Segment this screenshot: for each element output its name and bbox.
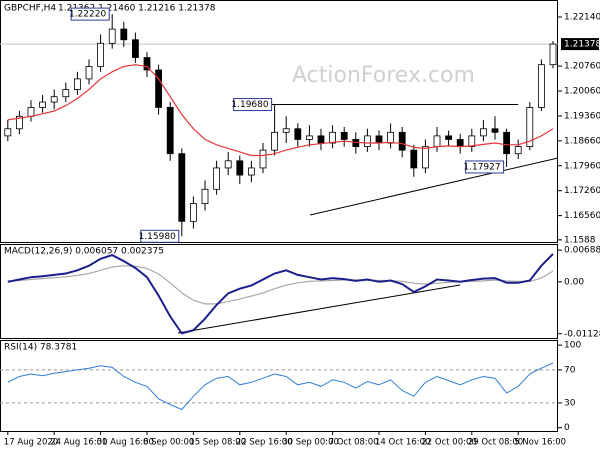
y-tick-label: 100 bbox=[564, 341, 581, 351]
candle-body bbox=[85, 66, 93, 80]
watermark: ActionForex.com bbox=[292, 63, 475, 88]
x-tick-label: 14 Oct 16:00 bbox=[375, 438, 430, 448]
annotation-box bbox=[70, 7, 110, 21]
candle-body bbox=[178, 153, 186, 222]
candle-body bbox=[538, 64, 545, 108]
candle-body bbox=[39, 101, 46, 108]
macd-pane bbox=[0, 244, 558, 339]
candle-body bbox=[468, 135, 476, 147]
candle-body bbox=[74, 78, 81, 90]
y-tick-label: 70 bbox=[564, 365, 576, 375]
annotation-box bbox=[233, 98, 273, 112]
candle-body bbox=[259, 149, 267, 169]
y-tick-label: 0 bbox=[564, 423, 570, 433]
x-tick-label: 15 Sep 08:00 bbox=[189, 438, 246, 448]
x-tick-label: 30 Sep 00:00 bbox=[282, 438, 339, 448]
x-tick-label: 5 Nov 16:00 bbox=[514, 438, 566, 448]
symbol: GBPCHF,H4 bbox=[4, 4, 56, 14]
candle-body bbox=[201, 188, 209, 204]
ohlc-header: 1.21362 1.21460 1.21216 1.21378 bbox=[58, 4, 216, 14]
y-tick-label: 1.17960 bbox=[564, 161, 600, 171]
candle-body bbox=[375, 135, 383, 144]
y-tick-label: 1.18660 bbox=[564, 136, 600, 146]
macd-title: MACD(12,26,9) 0.006057 0.002375 bbox=[4, 247, 164, 257]
y-tick-label: 1.1588 bbox=[564, 235, 596, 245]
x-tick-label: 7 Oct 08:00 bbox=[329, 438, 379, 448]
candle-body bbox=[189, 203, 197, 222]
annotation-label: 1.15980 bbox=[139, 232, 176, 242]
candle-body bbox=[479, 128, 487, 137]
x-tick-label: 31 Aug 16:00 bbox=[97, 438, 154, 448]
x-tick-label: 24 Aug 16:00 bbox=[50, 438, 107, 448]
annotation-label: 1.22220 bbox=[69, 10, 106, 20]
candle-body bbox=[526, 107, 534, 147]
candle-body bbox=[421, 146, 429, 169]
last-price-label: 1.21378 bbox=[564, 40, 600, 50]
y-tick-label: 1.16560 bbox=[564, 211, 600, 221]
candle-body bbox=[456, 139, 464, 147]
y-tick-label: 1.20060 bbox=[564, 87, 600, 97]
candle-body bbox=[329, 131, 337, 144]
y-tick-label: 0.00 bbox=[564, 277, 584, 287]
candle-body bbox=[62, 89, 70, 98]
candle-body bbox=[15, 115, 23, 130]
candle-body bbox=[155, 69, 163, 108]
candle-body bbox=[97, 42, 104, 67]
candle-body bbox=[27, 107, 35, 117]
x-tick-label: 29 Oct 08:00 bbox=[468, 438, 523, 448]
annotation-box bbox=[140, 229, 180, 243]
candle-body bbox=[247, 167, 255, 176]
x-tick-label: 17 Aug 2020 bbox=[4, 438, 58, 448]
candle-body bbox=[433, 135, 441, 147]
y-tick-label: 1.22140 bbox=[564, 12, 600, 22]
x-tick-label: 8 Sep 00:00 bbox=[143, 438, 194, 448]
price-pane bbox=[0, 0, 558, 243]
candle-body bbox=[387, 131, 395, 144]
candle-body bbox=[166, 107, 174, 155]
y-tick-label: 30 bbox=[564, 398, 576, 408]
annotation-box bbox=[465, 160, 505, 174]
y-tick-label: 1.17260 bbox=[564, 186, 600, 196]
candle-body bbox=[305, 135, 313, 140]
candle-body bbox=[236, 160, 244, 176]
candle-body bbox=[340, 131, 348, 140]
candle-body bbox=[445, 135, 453, 140]
candle-body bbox=[108, 28, 116, 44]
last-price-box bbox=[561, 38, 599, 51]
macd-trend-line bbox=[177, 284, 461, 334]
candle-body bbox=[120, 28, 128, 41]
candle-body bbox=[224, 160, 232, 169]
x-tick-label: 22 Oct 00:00 bbox=[421, 438, 476, 448]
rsi-pane bbox=[0, 340, 558, 432]
candle-body bbox=[398, 131, 406, 151]
annotation-label: 1.17927 bbox=[463, 162, 500, 172]
moving-average bbox=[7, 64, 554, 157]
candle-body bbox=[143, 57, 151, 71]
x-tick-label: 22 Sep 16:00 bbox=[236, 438, 293, 448]
candle-body bbox=[410, 149, 418, 169]
candle-body bbox=[363, 135, 371, 147]
candle-body bbox=[213, 167, 221, 190]
candle-body bbox=[491, 128, 499, 133]
candle-body bbox=[294, 128, 302, 140]
candle-body bbox=[549, 43, 557, 66]
candle-body bbox=[503, 131, 511, 155]
candle-body bbox=[131, 39, 139, 58]
annotation-label: 1.19680 bbox=[231, 100, 268, 110]
rsi-title: RSI(14) 78.3781 bbox=[4, 343, 77, 353]
macd-line bbox=[7, 253, 554, 335]
rsi-line bbox=[7, 362, 554, 411]
candle-body bbox=[271, 131, 279, 151]
y-tick-label: -0.011286 bbox=[564, 329, 600, 339]
candle-body bbox=[514, 146, 522, 155]
candle-body bbox=[282, 128, 290, 133]
candle-body bbox=[50, 96, 58, 103]
trend-line bbox=[309, 157, 559, 216]
candle-body bbox=[4, 128, 12, 137]
candle-body bbox=[317, 135, 325, 144]
y-tick-label: 0.006883 bbox=[564, 246, 600, 256]
y-tick-label: 1.20760 bbox=[564, 62, 600, 72]
y-tick-label: 1.19360 bbox=[564, 111, 600, 121]
